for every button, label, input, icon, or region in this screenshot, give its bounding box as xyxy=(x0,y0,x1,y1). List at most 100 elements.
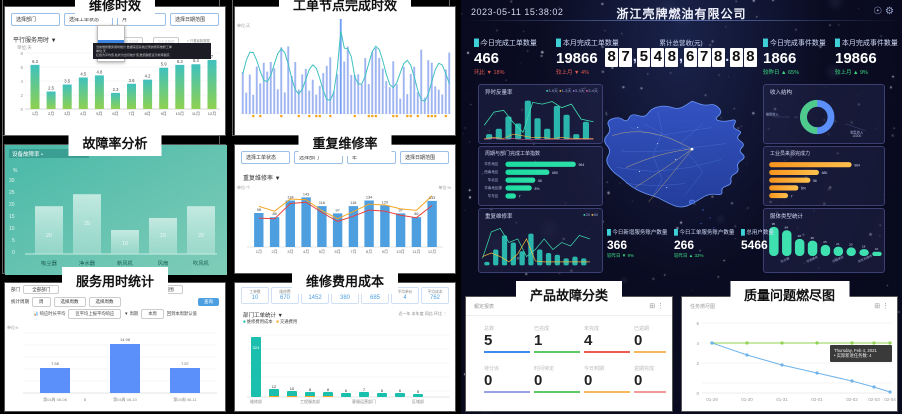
svg-text:新风机: 新风机 xyxy=(117,259,134,267)
svg-text:964: 964 xyxy=(578,163,584,167)
svg-text:3月: 3月 xyxy=(287,249,293,254)
svg-text:华东区: 华东区 xyxy=(488,193,499,198)
svg-text:0: 0 xyxy=(696,391,699,396)
svg-text:热水器: 热水器 xyxy=(779,255,789,263)
svg-text:5.9: 5.9 xyxy=(161,62,167,67)
svg-text:20: 20 xyxy=(46,233,52,239)
svg-text:8%: 8% xyxy=(801,187,806,191)
svg-text:0: 0 xyxy=(20,107,23,112)
svg-text:10月: 10月 xyxy=(176,111,184,116)
svg-text:21: 21 xyxy=(836,242,840,246)
svg-text:西南地区: 西南地区 xyxy=(484,169,499,174)
svg-text:5: 5 xyxy=(12,238,15,244)
svg-text:风扇: 风扇 xyxy=(158,259,169,267)
svg-text:6: 6 xyxy=(696,321,699,326)
svg-text:8月: 8月 xyxy=(366,249,372,254)
svg-text:6: 6 xyxy=(381,388,384,393)
svg-text:6月: 6月 xyxy=(112,111,118,116)
svg-text:02-02: 02-02 xyxy=(846,397,858,402)
svg-text:10: 10 xyxy=(9,226,15,232)
svg-text:86: 86 xyxy=(414,212,418,216)
svg-text:6.3: 6.3 xyxy=(32,59,38,64)
svg-text:97: 97 xyxy=(335,208,339,212)
svg-text:9月: 9月 xyxy=(161,111,167,116)
svg-text:7月: 7月 xyxy=(128,111,134,116)
svg-text:120: 120 xyxy=(382,200,388,204)
svg-text:30: 30 xyxy=(9,178,15,184)
svg-text:25: 25 xyxy=(84,221,90,227)
svg-text:2.5: 2.5 xyxy=(48,86,54,91)
svg-text:118: 118 xyxy=(319,201,325,205)
svg-text:14.98: 14.98 xyxy=(120,337,131,342)
svg-text:工程服务部: 工程服务部 xyxy=(300,398,320,404)
svg-text:6: 6 xyxy=(345,388,348,393)
svg-text:680: 680 xyxy=(552,171,558,175)
svg-text:56: 56 xyxy=(538,179,542,183)
svg-text:华南地区区: 华南地区区 xyxy=(484,185,502,190)
svg-text:10月: 10月 xyxy=(396,249,404,254)
svg-text:143: 143 xyxy=(303,192,309,196)
svg-text:2: 2 xyxy=(696,361,699,366)
svg-text:7: 7 xyxy=(211,54,214,59)
svg-text:维修部: 维修部 xyxy=(250,398,262,404)
svg-text:15: 15 xyxy=(9,214,15,220)
svg-text:15: 15 xyxy=(160,233,166,239)
svg-text:0: 0 xyxy=(12,250,15,256)
svg-text:25: 25 xyxy=(823,240,827,244)
svg-text:9月: 9月 xyxy=(382,249,388,254)
svg-text:2月: 2月 xyxy=(48,111,54,116)
svg-text:8: 8 xyxy=(20,51,23,56)
svg-text:10: 10 xyxy=(290,386,295,391)
svg-text:华东地区: 华东地区 xyxy=(484,161,499,166)
svg-text:11月: 11月 xyxy=(412,249,420,254)
svg-text:134: 134 xyxy=(366,196,372,200)
svg-text:2.3: 2.3 xyxy=(113,87,119,92)
svg-text:2: 2 xyxy=(20,93,23,98)
svg-text:0: 0 xyxy=(84,397,87,402)
svg-text:设备故障率 •: 设备故障率 • xyxy=(12,150,43,158)
svg-text:1月: 1月 xyxy=(32,111,38,116)
svg-text:单位:个: 单位:个 xyxy=(237,184,250,190)
svg-text:3.5: 3.5 xyxy=(64,79,70,84)
svg-text:7: 7 xyxy=(791,194,793,198)
svg-text:区域部: 区域部 xyxy=(412,398,424,404)
svg-text:华北区: 华北区 xyxy=(488,177,499,182)
svg-text:7.58: 7.58 xyxy=(51,361,60,366)
svg-text:10: 10 xyxy=(122,241,128,247)
svg-text:第04周 06-08: 第04周 06-08 xyxy=(43,396,68,402)
svg-text:964: 964 xyxy=(854,163,860,167)
svg-text:95: 95 xyxy=(772,222,776,226)
svg-text:8%: 8% xyxy=(534,187,539,191)
svg-text:维修收入: 维修收入 xyxy=(766,111,780,116)
svg-text:8月: 8月 xyxy=(144,111,150,116)
svg-text:20: 20 xyxy=(849,243,853,247)
svg-text:单位:h: 单位:h xyxy=(7,324,18,330)
svg-text:25: 25 xyxy=(9,190,15,196)
svg-text:吹风机: 吹风机 xyxy=(193,259,210,267)
svg-text:吸尘器: 吸尘器 xyxy=(41,259,58,267)
svg-text:4.5: 4.5 xyxy=(80,72,86,77)
svg-text:01-31: 01-31 xyxy=(776,397,788,402)
svg-text:38: 38 xyxy=(810,236,814,240)
svg-text:5月: 5月 xyxy=(96,111,102,116)
svg-text:6.3: 6.3 xyxy=(177,59,183,64)
svg-text:4: 4 xyxy=(20,79,23,84)
svg-text:84: 84 xyxy=(785,226,789,230)
svg-text:6月: 6月 xyxy=(334,249,340,254)
svg-text:%: % xyxy=(13,168,18,174)
svg-text:98: 98 xyxy=(257,208,261,212)
svg-text:97: 97 xyxy=(398,208,402,212)
svg-text:11月: 11月 xyxy=(192,111,200,116)
svg-text:单位:%: 单位:% xyxy=(438,184,451,190)
svg-text:02-04: 02-04 xyxy=(884,397,896,402)
svg-text:6: 6 xyxy=(399,388,402,393)
svg-text:4月: 4月 xyxy=(80,111,86,116)
svg-text:10000: 10000 xyxy=(852,134,861,138)
svg-text:第04周 06-11: 第04周 06-11 xyxy=(173,396,197,402)
svg-text:133: 133 xyxy=(429,196,435,200)
svg-text:12月: 12月 xyxy=(208,111,216,116)
svg-text:3.6: 3.6 xyxy=(129,78,135,83)
svg-text:02-01: 02-01 xyxy=(811,397,823,402)
svg-text:118: 118 xyxy=(350,201,356,205)
svg-text:02-03: 02-03 xyxy=(868,397,880,402)
